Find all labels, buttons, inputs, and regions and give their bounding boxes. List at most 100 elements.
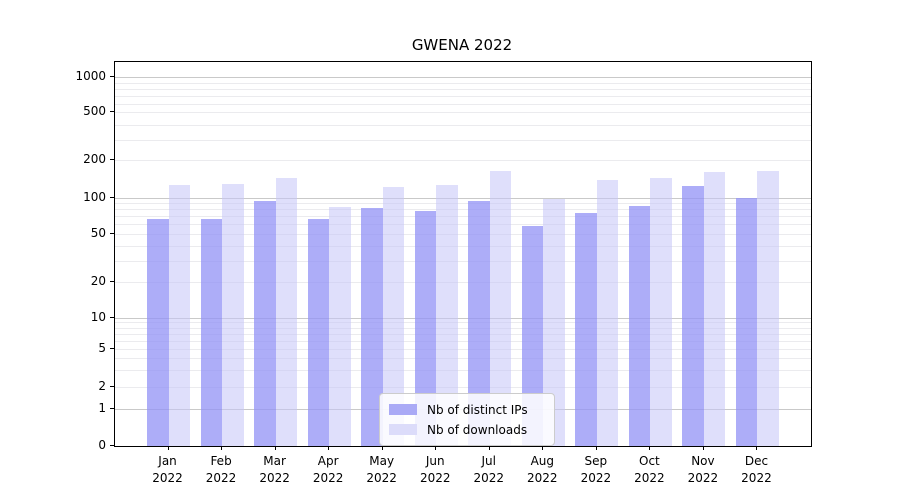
- x-tick: [274, 446, 276, 450]
- x-tick-label-dec: Dec 2022: [741, 454, 772, 485]
- bar-ips-jun: [414, 210, 437, 446]
- x-tick-label-oct: Oct 2022: [634, 454, 665, 485]
- minor-gridline: [115, 234, 811, 235]
- x-tick-label-may: May 2022: [366, 454, 397, 485]
- y-tick: [110, 317, 114, 318]
- minor-gridline: [115, 370, 811, 371]
- minor-gridline: [115, 160, 811, 161]
- y-tick: [110, 281, 114, 282]
- minor-gridline: [115, 261, 811, 262]
- bar-downloads-aug: [543, 198, 565, 446]
- minor-gridline: [115, 104, 811, 105]
- minor-gridline: [115, 209, 811, 210]
- minor-gridline: [115, 349, 811, 350]
- bar-downloads-apr: [329, 207, 351, 446]
- x-tick-label-jun: Jun 2022: [419, 454, 451, 485]
- chart-title: GWENA 2022: [411, 36, 513, 54]
- y-tick-label: 0: [98, 438, 106, 452]
- bar-ips-may: [361, 208, 383, 446]
- x-tick: [167, 446, 169, 450]
- x-tick: [488, 446, 490, 450]
- y-tick-label: 1000: [75, 69, 106, 83]
- y-tick-label: 50: [90, 226, 106, 240]
- y-tick-label: 20: [90, 274, 106, 288]
- y-tick: [110, 348, 114, 349]
- bar-ips-sep: [575, 213, 597, 446]
- legend-swatch-distinct-ips: [389, 404, 417, 415]
- x-tick-label-feb: Feb 2022: [205, 454, 237, 485]
- legend-label-distinct-ips: Nb of distinct IPs: [427, 402, 528, 417]
- legend-swatch-downloads: [389, 424, 417, 435]
- bar-downloads-sep: [596, 179, 619, 446]
- minor-gridline: [115, 246, 811, 247]
- bar-downloads-feb: [222, 184, 244, 446]
- y-tick-label: 10: [90, 310, 106, 324]
- y-tick: [110, 159, 114, 160]
- major-gridline: [115, 77, 811, 78]
- x-tick: [328, 446, 330, 450]
- bar-ips-oct: [628, 206, 651, 446]
- bar-ips-jul: [468, 201, 490, 446]
- bar-downloads-jun: [436, 184, 458, 446]
- legend: Nb of distinct IPs Nb of downloads: [379, 393, 555, 446]
- bar-ips-dec: [735, 198, 758, 446]
- legend-label-downloads: Nb of downloads: [427, 422, 528, 437]
- bar-downloads-jan: [168, 185, 191, 446]
- plot-area: Nb of distinct IPs Nb of downloads: [114, 61, 812, 447]
- minor-gridline: [115, 341, 811, 342]
- bar-downloads-dec: [757, 170, 779, 446]
- x-tick: [221, 446, 223, 450]
- minor-gridline: [115, 96, 811, 97]
- minor-gridline: [115, 216, 811, 217]
- x-tick: [381, 446, 383, 450]
- y-tick: [110, 233, 114, 234]
- y-tick-label: 2: [98, 379, 106, 393]
- legend-item-downloads: Nb of downloads: [389, 421, 545, 438]
- y-tick-label: 1: [98, 401, 106, 415]
- x-tick: [756, 446, 758, 450]
- minor-gridline: [115, 125, 811, 126]
- legend-item-distinct-ips: Nb of distinct IPs: [389, 401, 545, 418]
- x-tick-label-apr: Apr 2022: [312, 454, 344, 485]
- x-tick: [435, 446, 437, 450]
- minor-gridline: [115, 203, 811, 204]
- minor-gridline: [115, 140, 811, 141]
- y-tick-label: 5: [98, 341, 106, 355]
- bar-ips-nov: [682, 186, 704, 446]
- minor-gridline: [115, 358, 811, 359]
- bar-downloads-oct: [650, 177, 672, 446]
- y-tick-label: 500: [83, 104, 106, 118]
- bar-downloads-may: [382, 186, 405, 446]
- x-tick-label-aug: Aug 2022: [527, 454, 558, 485]
- minor-gridline: [115, 282, 811, 283]
- y-tick: [110, 197, 114, 198]
- x-tick: [649, 446, 651, 450]
- bar-downloads-mar: [275, 178, 298, 446]
- minor-gridline: [115, 89, 811, 90]
- major-gridline: [115, 318, 811, 319]
- bar-ips-feb: [200, 219, 223, 446]
- y-tick: [110, 445, 114, 446]
- x-tick: [702, 446, 704, 450]
- y-tick: [110, 408, 114, 409]
- y-tick-label: 100: [83, 190, 106, 204]
- x-tick-label-mar: Mar 2022: [259, 454, 290, 485]
- minor-gridline: [115, 112, 811, 113]
- minor-gridline: [115, 322, 811, 323]
- x-tick-label-sep: Sep 2022: [580, 454, 612, 485]
- x-tick-label-jan: Jan 2022: [152, 454, 183, 485]
- x-tick-label-jul: Jul 2022: [473, 454, 505, 485]
- x-tick: [595, 446, 597, 450]
- y-tick: [110, 111, 114, 112]
- y-tick: [110, 386, 114, 387]
- bar-ips-jan: [147, 218, 169, 446]
- bar-ips-apr: [307, 219, 330, 446]
- y-tick: [110, 76, 114, 77]
- bar-ips-mar: [254, 201, 276, 446]
- bar-ips-aug: [521, 226, 544, 446]
- minor-gridline: [115, 328, 811, 329]
- minor-gridline: [115, 387, 811, 388]
- bar-downloads-jul: [489, 171, 512, 446]
- bar-downloads-nov: [703, 171, 726, 446]
